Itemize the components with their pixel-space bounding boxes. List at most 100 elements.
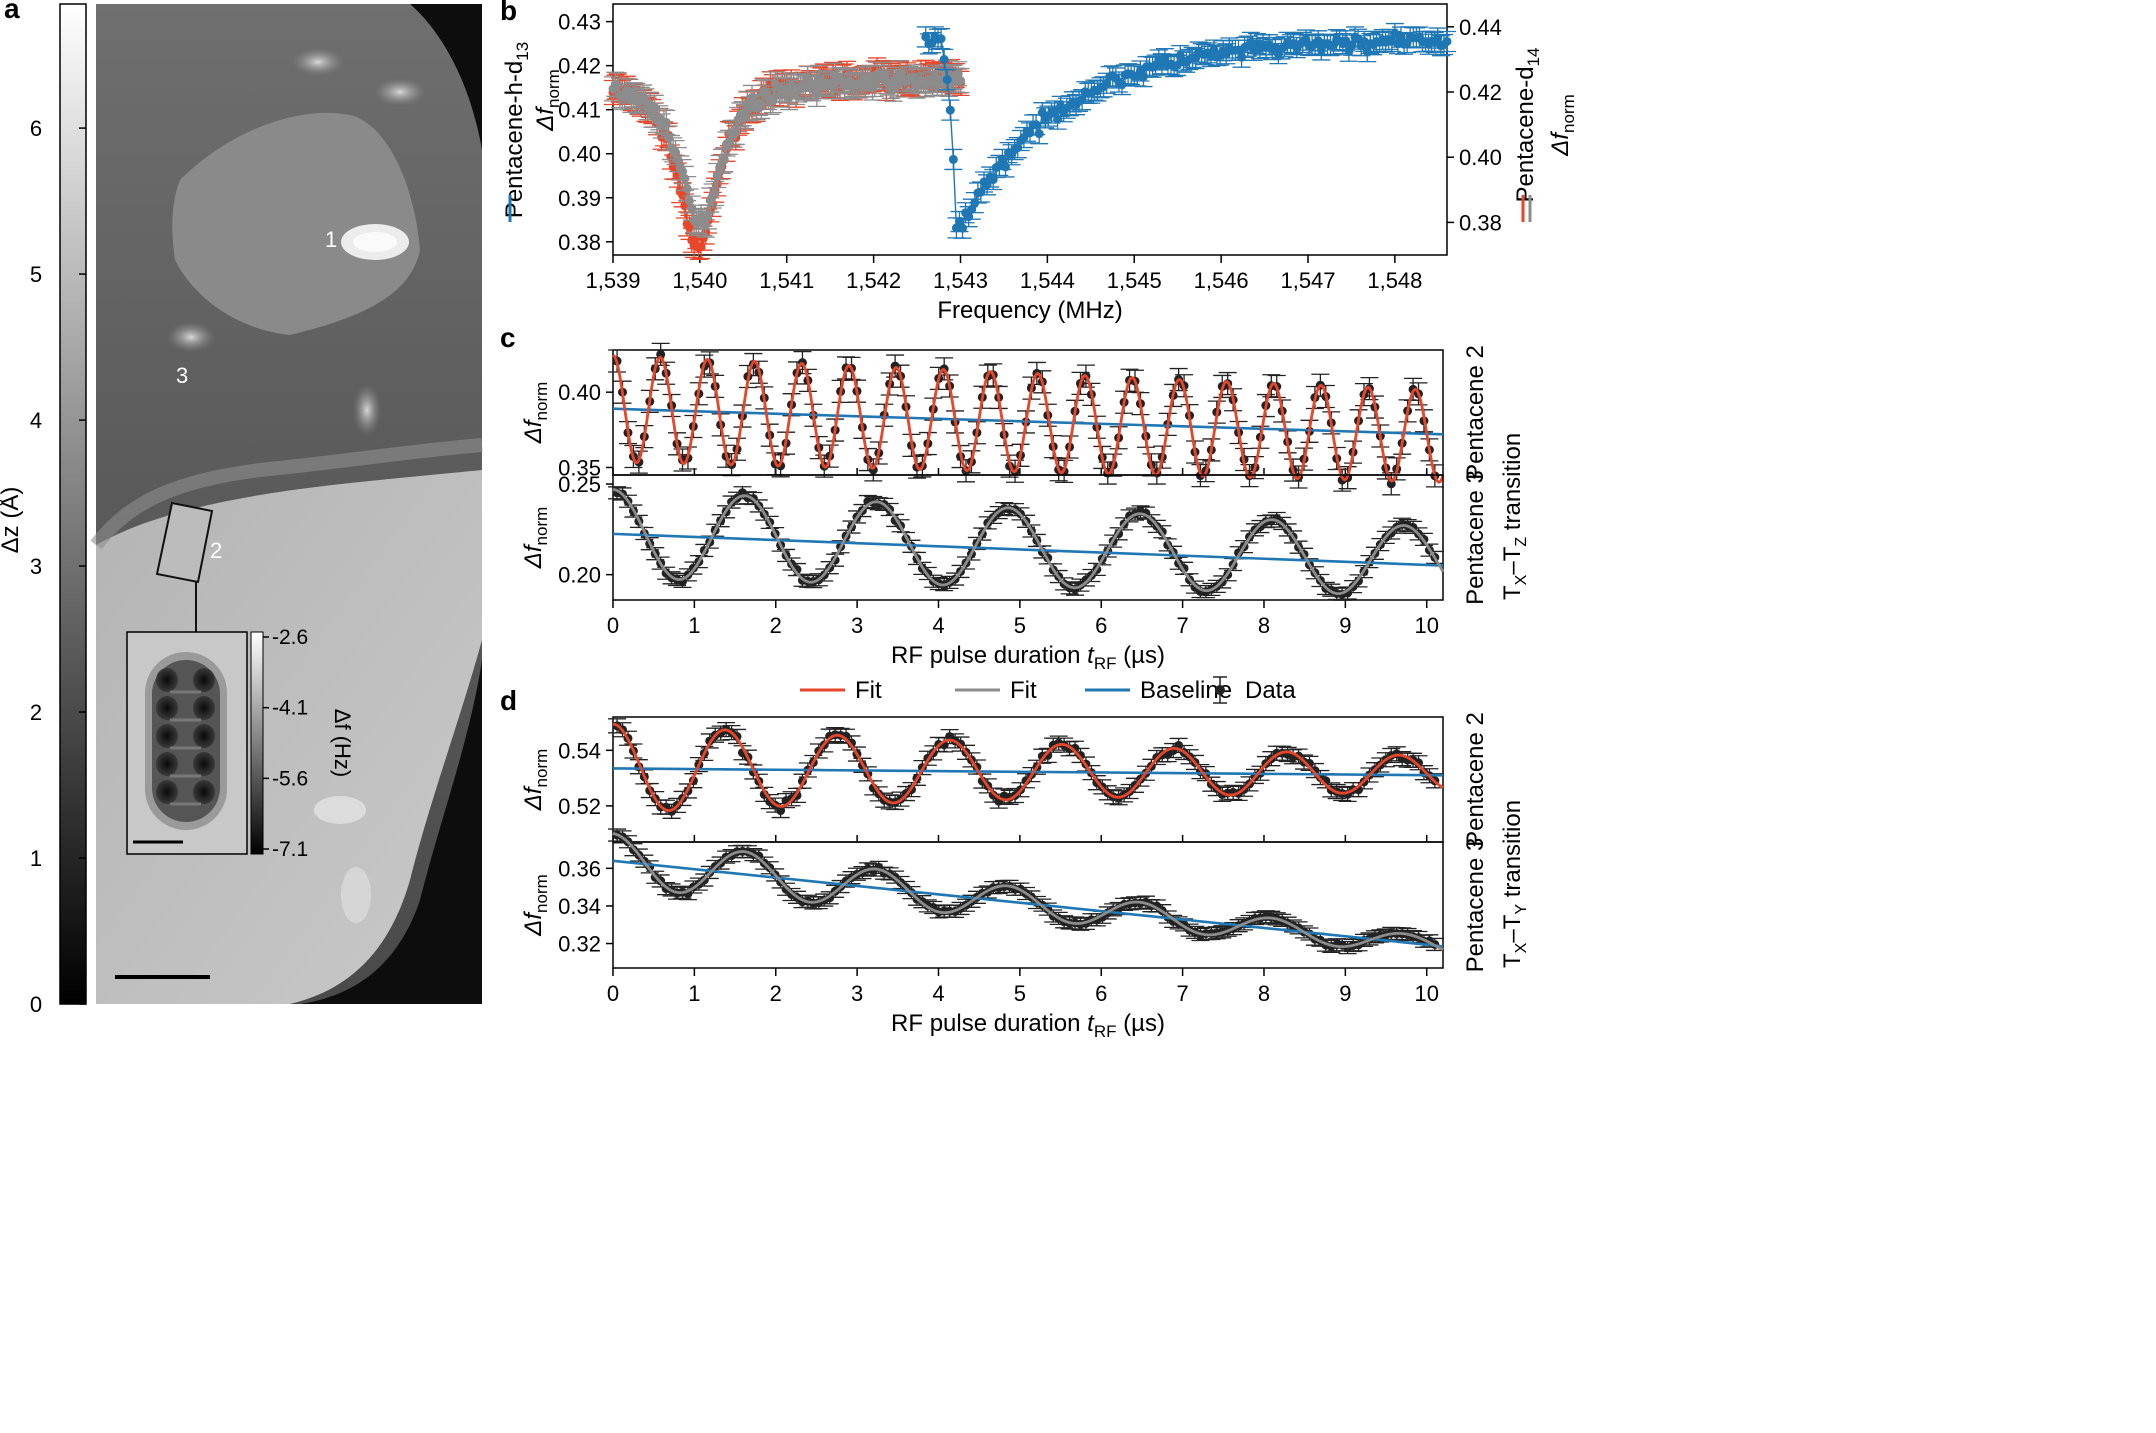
x-tick-label: 8 xyxy=(1258,613,1270,638)
x-tick-label: 10 xyxy=(1414,613,1438,638)
x-tick-label: 8 xyxy=(1258,981,1270,1006)
panel-d: d 0.52 0.54 Δfnorm Pentacene 2 0.32 0.34 0.36… xyxy=(500,685,1530,1041)
y-axis-label-left: Δfnorm xyxy=(532,69,563,132)
x-tick-label: 7 xyxy=(1176,613,1188,638)
panel-label-b: b xyxy=(500,0,517,26)
x-tick-label: 7 xyxy=(1176,981,1188,1006)
data-series xyxy=(608,486,1444,601)
y-tick-label-right: 0.38 xyxy=(1459,210,1502,235)
height-colorbar xyxy=(59,3,87,1005)
side-label: Pentacene 2 xyxy=(1462,345,1489,480)
y-tick-label: 0.39 xyxy=(558,186,601,211)
colorbar-tick-label: 5 xyxy=(30,262,42,287)
x-tick-label: 10 xyxy=(1414,981,1438,1006)
inset-colorbar-tick-label: -4.1 xyxy=(272,697,308,720)
data-series xyxy=(608,828,1444,955)
baseline-line xyxy=(612,407,1444,436)
x-tick-label: 1,548 xyxy=(1367,268,1422,293)
x-tick-label: 9 xyxy=(1339,981,1351,1006)
plot-frame xyxy=(612,474,1444,601)
legend-item-baseline: Baseline xyxy=(1085,677,1232,704)
colorbar-tick-label: 1 xyxy=(30,846,42,871)
legend-item-data: Data xyxy=(1213,676,1296,704)
side-label: Pentacene 3 xyxy=(1462,470,1489,605)
legend-item-fit: Fit xyxy=(955,677,1037,704)
inset-colorbar-tick-label: -2.6 xyxy=(272,626,308,649)
inset-colorbar-label: Δf (Hz) xyxy=(330,709,355,777)
x-tick-label: 2 xyxy=(770,981,782,1006)
legend-label: Fit xyxy=(1010,677,1037,704)
colorbar-tick-label: 3 xyxy=(30,554,42,579)
fit-curve xyxy=(612,354,1445,484)
inset-colorbar-tick-label: -7.1 xyxy=(272,838,308,861)
height-colorbar-label: Δz (Å) xyxy=(0,487,24,554)
x-axis-label: RF pulse duration tRF (µs) xyxy=(891,642,1165,673)
molecule-2-box xyxy=(155,501,214,584)
height-colorbar-ticks: 0 1 2 3 4 5 6 xyxy=(30,116,86,1017)
plot-frame xyxy=(612,841,1444,969)
x-tick-label: 5 xyxy=(1014,613,1026,638)
x-axis-label: Frequency (MHz) xyxy=(937,297,1122,324)
panel-a: a 0 1 2 3 4 5 6 Δz (Å) 1 2 3 xyxy=(0,0,483,1017)
series-label-left: Pentacene-h-d13 xyxy=(501,42,532,218)
x-tick-label: 3 xyxy=(851,613,863,638)
x-tick-label: 1,547 xyxy=(1280,268,1335,293)
transition-label-c: TX–TZ transition xyxy=(1499,433,1530,600)
y-axis-label: Δfnorm xyxy=(520,507,551,570)
inset-colorbar-ticks: -2.6 -4.1 -5.6 -7.1 xyxy=(263,626,308,861)
series-pentacene-h-d13-blue xyxy=(916,22,1456,239)
molecule-label-2: 2 xyxy=(210,538,222,563)
x-tick-label: 1,545 xyxy=(1107,268,1162,293)
y-tick-label: 0.34 xyxy=(558,894,601,919)
legend-label: Fit xyxy=(855,677,882,704)
x-tick-label: 9 xyxy=(1339,613,1351,638)
x-tick-label: 1 xyxy=(688,613,700,638)
x-axis-label: RF pulse duration tRF (µs) xyxy=(891,1010,1165,1041)
x-tick-label: 1,542 xyxy=(846,268,901,293)
y-tick-label: 0.40 xyxy=(558,142,601,167)
x-tick-label: 5 xyxy=(1014,981,1026,1006)
y-tick-label: 0.32 xyxy=(558,932,601,957)
y-tick-label: 0.43 xyxy=(558,10,601,35)
legend-item-fit: Fit xyxy=(800,677,882,704)
x-tick-label: 1,543 xyxy=(933,268,988,293)
panel-c: c 0.35 0.40 Δfnorm Pentacene 2 0.20 0.25 Δfno… xyxy=(500,322,1530,673)
y-tick-label: 0.20 xyxy=(558,563,601,588)
fit-curve xyxy=(612,722,1444,812)
data-point xyxy=(651,342,670,367)
x-tick-label: 6 xyxy=(1095,981,1107,1006)
legend-swatch xyxy=(1215,685,1225,695)
series-label-right: Pentacene-d14 xyxy=(1512,47,1543,202)
y-tick-label-right: 0.44 xyxy=(1459,15,1502,40)
x-tick-label: 3 xyxy=(851,981,863,1006)
baseline-line xyxy=(612,859,1444,948)
series-pentacene-d14-grey xyxy=(604,59,970,238)
colorbar-tick-label: 6 xyxy=(30,116,42,141)
x-tick-label: 1,546 xyxy=(1194,268,1249,293)
x-tick-label: 1,539 xyxy=(585,268,640,293)
x-tick-label: 6 xyxy=(1095,613,1107,638)
legend: Fit Fit Baseline Data xyxy=(800,676,1296,704)
y-tick-label: 0.25 xyxy=(558,472,601,497)
panel-label-d: d xyxy=(500,685,517,716)
x-tick-label: 1,544 xyxy=(1020,268,1075,293)
colorbar-tick-label: 4 xyxy=(30,408,42,433)
y-tick-label: 0.54 xyxy=(558,738,601,763)
plot-frame xyxy=(612,3,1448,256)
baseline-line xyxy=(612,767,1444,777)
side-label: Pentacene 3 xyxy=(1462,838,1489,973)
side-label: Pentacene 2 xyxy=(1462,712,1489,847)
data-point xyxy=(935,48,954,71)
y-tick-label-right: 0.40 xyxy=(1459,145,1502,170)
fit-curve xyxy=(612,832,1444,951)
x-tick-label: 4 xyxy=(932,981,944,1006)
x-tick-label: 0 xyxy=(607,981,619,1006)
panel-label-a: a xyxy=(4,0,20,24)
x-tick-label: 4 xyxy=(932,613,944,638)
y-tick-label-right: 0.42 xyxy=(1459,80,1502,105)
molecule-label-3: 3 xyxy=(176,363,188,388)
colorbar-tick-label: 2 xyxy=(30,700,42,725)
y-tick-label: 0.36 xyxy=(558,856,601,881)
y-axis-label: Δfnorm xyxy=(520,749,551,812)
